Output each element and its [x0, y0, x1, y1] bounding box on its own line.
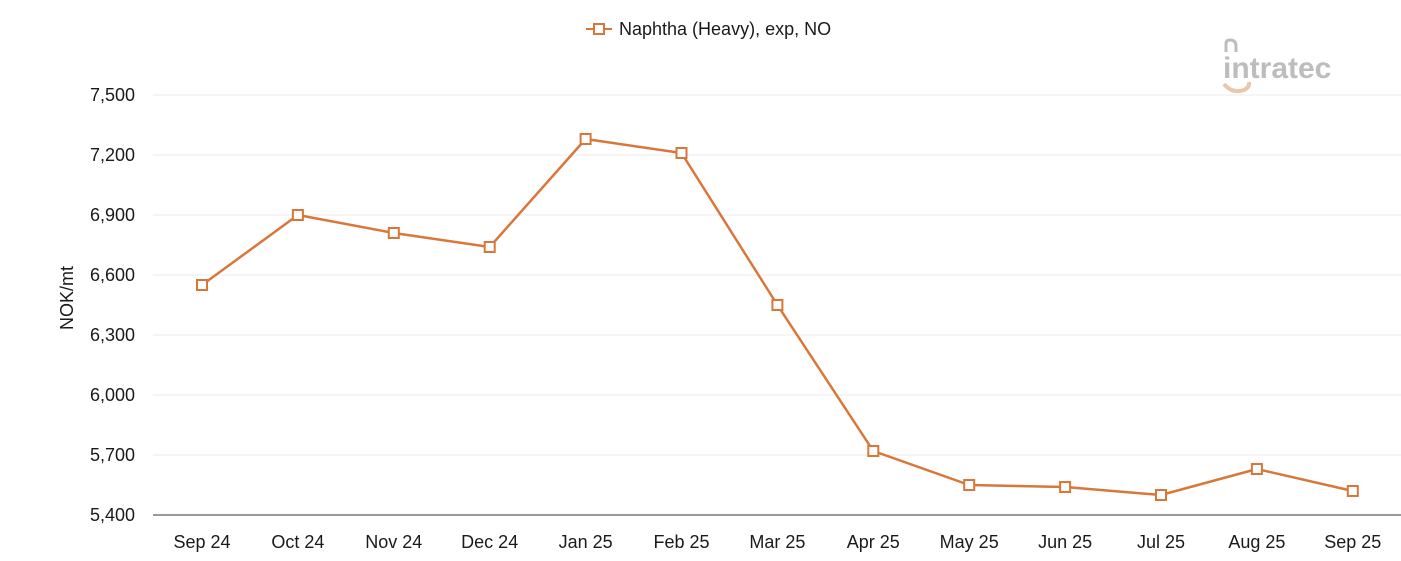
y-tick-label: 7,200	[90, 145, 135, 165]
y-tick-label: 6,600	[90, 265, 135, 285]
y-axis-title: NOK/mt	[57, 266, 77, 330]
data-point-marker	[579, 133, 592, 145]
y-tick-label: 6,000	[90, 385, 135, 405]
x-tick-label: Sep 25	[1324, 532, 1381, 552]
data-point-marker	[867, 445, 880, 457]
data-point-marker	[1059, 481, 1072, 493]
y-tick-label: 6,300	[90, 325, 135, 345]
y-tick-label: 7,500	[90, 85, 135, 105]
data-point-marker	[963, 479, 976, 491]
legend-marker-swatch	[593, 23, 605, 35]
x-tick-label: Nov 24	[365, 532, 422, 552]
gridlines	[153, 94, 1401, 456]
data-point-marker	[1250, 463, 1263, 475]
data-point-marker	[483, 241, 496, 253]
x-tick-label: Dec 24	[461, 532, 518, 552]
x-axis: Sep 24 Oct 24 Nov 24 Dec 24 Jan 25 Feb 25 Mar …	[153, 514, 1401, 552]
y-tick-label: 5,700	[90, 445, 135, 465]
data-point-marker	[291, 209, 304, 221]
x-tick-label: Aug 25	[1228, 532, 1285, 552]
x-tick-label: Mar 25	[749, 532, 805, 552]
x-tick-label: Apr 25	[847, 532, 900, 552]
x-tick-label: Jan 25	[559, 532, 613, 552]
series-line	[201, 137, 1354, 497]
data-point-marker	[1346, 485, 1359, 497]
x-tick-label: Feb 25	[653, 532, 709, 552]
logo-wordmark: intratec	[1223, 52, 1331, 85]
y-tick-label: 5,400	[90, 505, 135, 525]
legend-label: Naphtha (Heavy), exp, NO	[619, 19, 831, 39]
x-tick-label: May 25	[940, 532, 999, 552]
y-axis: 5,400 5,700 6,000 6,300 6,600 6,900 7,200 7,500	[90, 85, 135, 525]
x-tick-label: Jul 25	[1137, 532, 1185, 552]
data-point-marker	[771, 299, 784, 311]
x-tick-label: Jun 25	[1038, 532, 1092, 552]
data-point-marker	[675, 147, 688, 159]
x-tick-label: Oct 24	[271, 532, 324, 552]
logo-arc-icon	[1224, 38, 1238, 52]
data-point-marker	[196, 279, 208, 291]
x-tick-label: Sep 24	[173, 532, 230, 552]
legend[interactable]: Naphtha (Heavy), exp, NO	[586, 19, 831, 39]
y-tick-label: 6,900	[90, 205, 135, 225]
data-point-marker	[387, 227, 400, 239]
series-layer	[196, 133, 1359, 501]
logo-swoosh-icon	[1222, 81, 1252, 94]
intratec-logo: intratec	[1222, 38, 1331, 94]
data-point-marker	[1155, 489, 1167, 501]
